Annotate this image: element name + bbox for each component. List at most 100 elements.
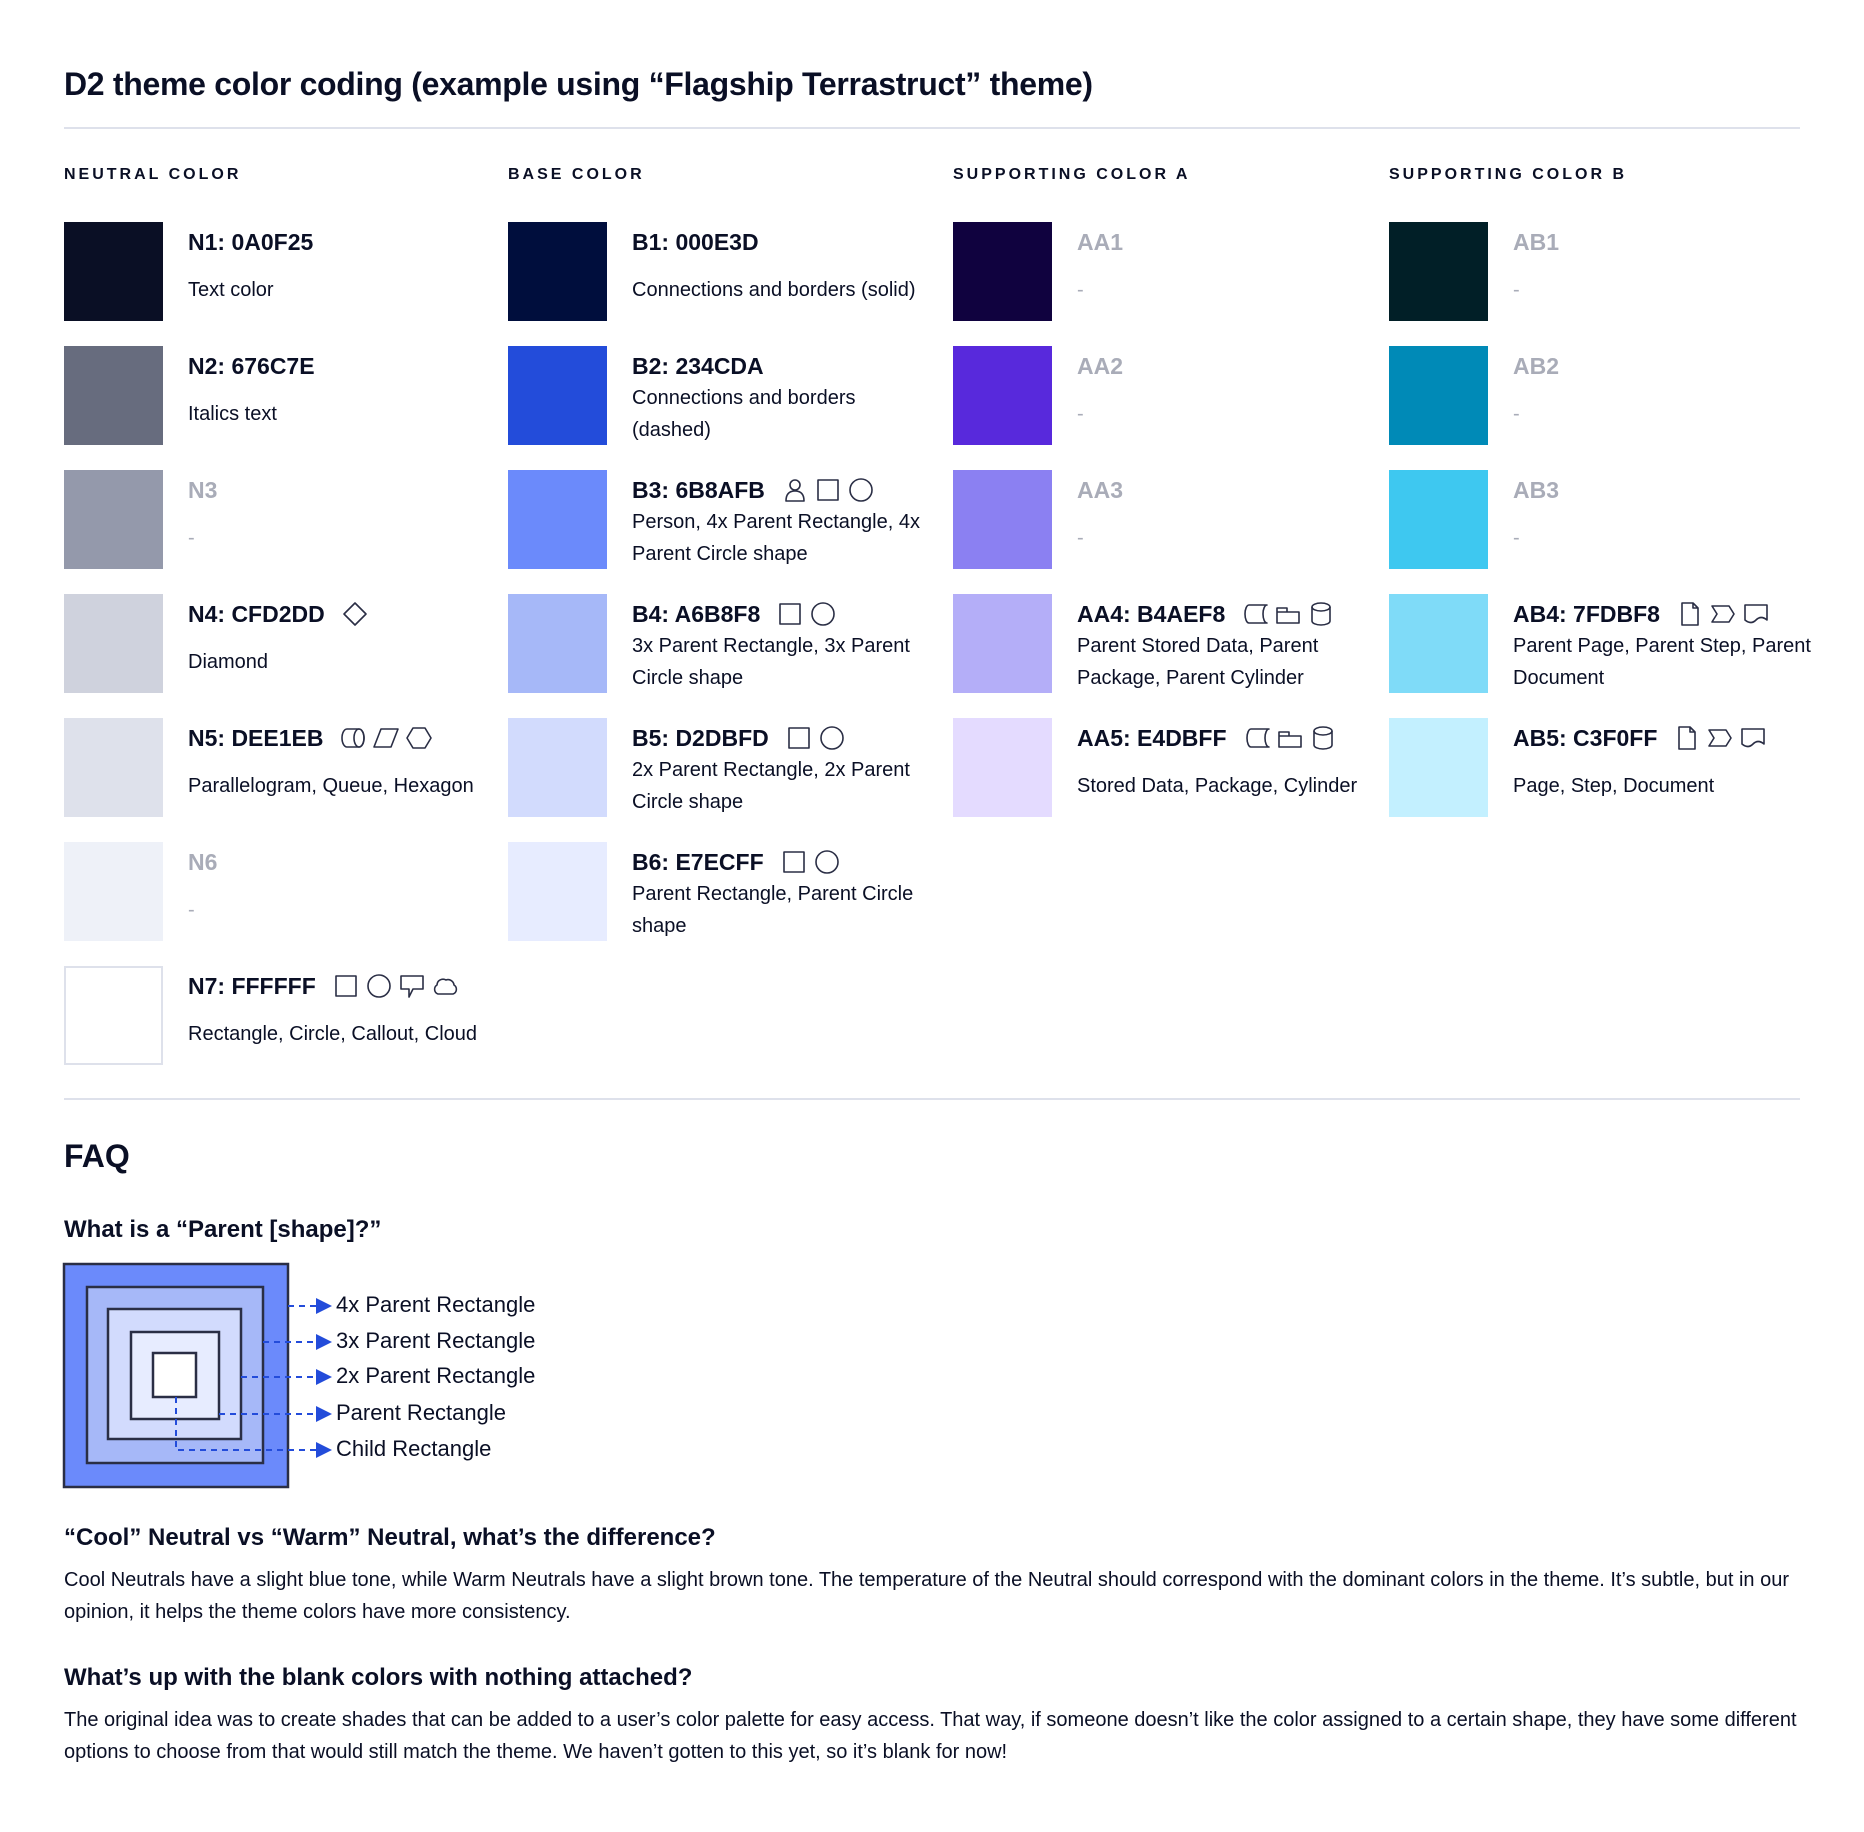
color-usage: Rectangle, Circle, Callout, Cloud — [188, 1023, 478, 1045]
step-icon — [1711, 605, 1735, 623]
color-label: N7: FFFFFF — [188, 970, 488, 1002]
color-code: N3 — [188, 476, 218, 503]
color-usage: Parent Rectangle, Parent Circle shape — [632, 883, 914, 937]
rectangle-icon — [787, 727, 810, 749]
color-entry: AB2 - — [1389, 346, 1809, 470]
color-usage: 3x Parent Rectangle, 3x Parent Circle sh… — [632, 635, 910, 689]
step-icon — [1708, 729, 1733, 747]
color-info: AB4: 7FDBF8 Parent Page, Parent Step, Pa… — [1513, 598, 1813, 694]
rectangle-icon — [782, 851, 805, 873]
color-usage: 2x Parent Rectangle, 2x Parent Circle sh… — [632, 759, 910, 813]
color-code: AA3 — [1077, 476, 1124, 503]
color-label: N1: 0A0F25 — [188, 226, 488, 258]
color-code: AB2 — [1513, 352, 1560, 379]
color-label: B3: 6B8AFB — [632, 474, 932, 506]
color-label: AA2 — [1077, 350, 1377, 382]
color-label: AB4: 7FDBF8 — [1513, 598, 1813, 630]
color-label: AB2 — [1513, 350, 1813, 382]
color-info: B6: E7ECFF Parent Rectangle, Parent Circ… — [632, 846, 932, 942]
shape-icons — [781, 476, 875, 504]
color-code: N7: FFFFFF — [188, 972, 316, 999]
shape-icons — [332, 972, 459, 1000]
color-usage: Person, 4x Parent Rectangle, 4x Parent C… — [632, 511, 920, 565]
color-info: B3: 6B8AFB Person, 4x Parent Rectangle, … — [632, 474, 932, 570]
color-entry: AB1 - — [1389, 222, 1809, 346]
color-code: B4: A6B8F8 — [632, 600, 761, 627]
color-entry: N3 - — [64, 470, 484, 594]
color-code: N2: 676C7E — [188, 352, 315, 379]
color-label: AA5: E4DBFF — [1077, 722, 1377, 754]
document-icon — [1744, 604, 1768, 624]
color-swatch — [953, 718, 1052, 817]
shape-icons — [1673, 724, 1767, 752]
color-info: AA3 - — [1077, 474, 1377, 554]
cylinder-icon — [1312, 726, 1333, 750]
color-usage: - — [1077, 527, 1084, 549]
color-entry: N5: DEE1EB Parallelogram, Queue, Hexagon — [64, 718, 484, 842]
shape-icons — [785, 724, 846, 752]
circle-icon — [814, 850, 839, 874]
color-usage: Diamond — [188, 651, 269, 673]
nested-rectangles — [62, 1262, 332, 1489]
color-info: AA1 - — [1077, 226, 1377, 306]
cloud-icon — [433, 978, 457, 995]
color-code: N5: DEE1EB — [188, 724, 324, 751]
page-title: D2 theme color coding (example using “Fl… — [64, 66, 1093, 102]
color-usage: Connections and borders (dashed) — [632, 387, 856, 441]
package-icon — [1277, 731, 1302, 748]
color-entry: B4: A6B8F8 3x Parent Rectangle, 3x Paren… — [508, 594, 928, 718]
color-column: SUPPORTING COLOR A AA1 - AA2 - AA3 - AA4… — [953, 166, 1373, 842]
color-swatch — [64, 718, 163, 817]
divider — [64, 1098, 1800, 1100]
color-column: NEUTRAL COLOR N1: 0A0F25 Text color N2: … — [64, 166, 484, 1090]
color-usage: - — [188, 527, 195, 549]
color-entry: AA3 - — [953, 470, 1373, 594]
document-icon — [1741, 728, 1766, 748]
page-icon — [1681, 602, 1699, 626]
color-info: AB3 - — [1513, 474, 1813, 554]
color-usage: - — [188, 899, 195, 921]
color-info: N2: 676C7E Italics text — [188, 350, 488, 430]
color-usage: - — [1513, 527, 1520, 549]
diagram-label: Parent Rectangle — [336, 1400, 506, 1425]
shape-icons — [780, 848, 841, 876]
color-usage: Connections and borders (solid) — [632, 279, 916, 301]
color-info: B5: D2DBFD 2x Parent Rectangle, 2x Paren… — [632, 722, 932, 818]
color-info: B4: A6B8F8 3x Parent Rectangle, 3x Paren… — [632, 598, 932, 694]
color-swatch — [508, 718, 607, 817]
faq-answer-cool-warm: Cool Neutrals have a slight blue tone, w… — [64, 1569, 1789, 1623]
color-code: AA2 — [1077, 352, 1124, 379]
color-entry: N2: 676C7E Italics text — [64, 346, 484, 470]
color-code: AB4: 7FDBF8 — [1513, 600, 1660, 627]
color-info: N5: DEE1EB Parallelogram, Queue, Hexagon — [188, 722, 488, 802]
color-swatch — [508, 346, 607, 445]
color-entry: B6: E7ECFF Parent Rectangle, Parent Circ… — [508, 842, 928, 966]
stored-data-icon — [1244, 604, 1269, 624]
color-label: B5: D2DBFD — [632, 722, 932, 754]
color-swatch — [1389, 470, 1488, 569]
color-swatch — [953, 222, 1052, 321]
color-info: N3 - — [188, 474, 488, 554]
color-swatch — [953, 594, 1052, 693]
color-usage: Parent Page, Parent Step, Parent Documen… — [1513, 635, 1811, 689]
shape-icons — [341, 600, 369, 628]
color-label: B2: 234CDA — [632, 350, 932, 382]
diagram-label: 2x Parent Rectangle — [336, 1363, 536, 1388]
color-label: AA4: B4AEF8 — [1077, 598, 1377, 630]
color-info: AB5: C3F0FF Page, Step, Document — [1513, 722, 1813, 802]
color-entry: AB4: 7FDBF8 Parent Page, Parent Step, Pa… — [1389, 594, 1811, 718]
color-entry: AB5: C3F0FF Page, Step, Document — [1389, 718, 1809, 842]
person-icon — [785, 479, 805, 502]
faq-question-cool-warm: “Cool” Neutral vs “Warm” Neutral, what’s… — [64, 1524, 716, 1551]
color-entry: B1: 000E3D Connections and borders (soli… — [508, 222, 928, 346]
color-entry: B3: 6B8AFB Person, 4x Parent Rectangle, … — [508, 470, 928, 594]
circle-icon — [849, 478, 873, 502]
column-heading: SUPPORTING COLOR A — [953, 166, 1191, 183]
cylinder-icon — [1311, 602, 1332, 626]
color-code: B5: D2DBFD — [632, 724, 769, 751]
color-usage: Italics text — [188, 403, 277, 425]
color-entry: B5: D2DBFD 2x Parent Rectangle, 2x Paren… — [508, 718, 928, 842]
color-entry: N4: CFD2DD Diamond — [64, 594, 484, 718]
color-label: N6 — [188, 846, 488, 878]
color-info: AA5: E4DBFF Stored Data, Package, Cylind… — [1077, 722, 1377, 802]
